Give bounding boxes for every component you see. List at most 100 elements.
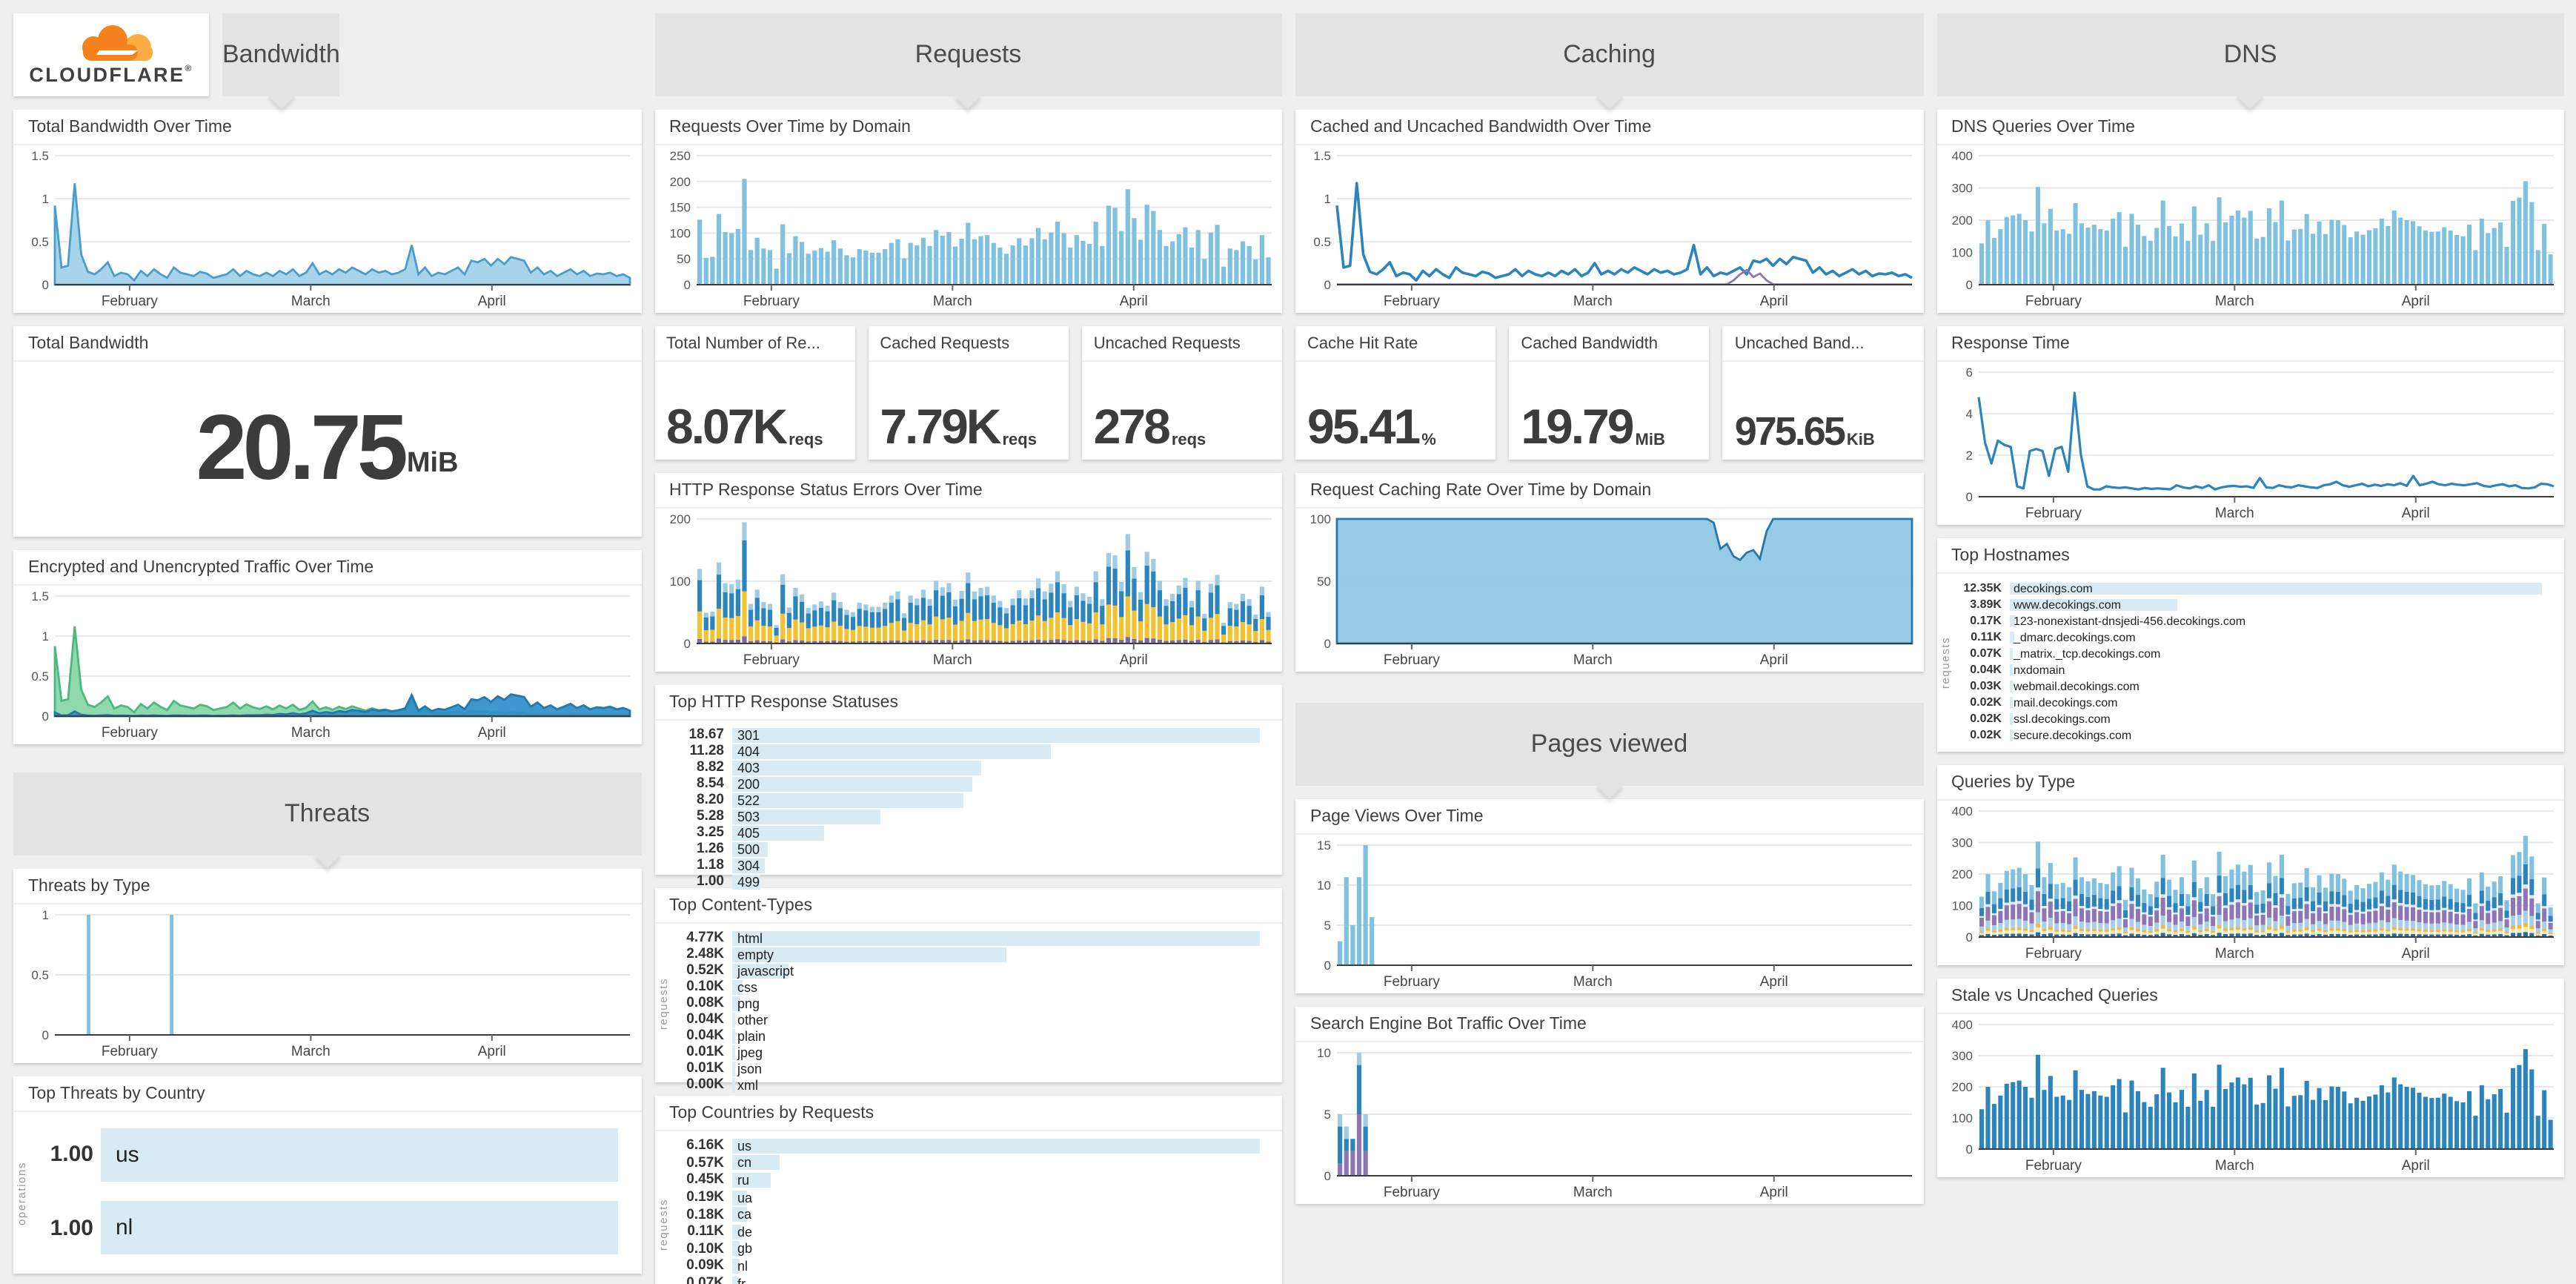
- stat-unit: MiB: [1635, 431, 1665, 449]
- list-row-bar: ssl.decokings.com: [2009, 712, 2552, 725]
- list-row-bar: javascript: [731, 963, 1270, 978]
- list-row: 0.52K javascript: [675, 962, 1270, 979]
- page-views-chart: 0 5 10 15 February March April: [1295, 835, 1923, 993]
- list-row-label: ssl.decokings.com: [2014, 712, 2111, 725]
- list-row-label: _dmarc.decokings.com: [2014, 630, 2136, 643]
- list-row-value: 0.02K: [1970, 712, 2002, 725]
- list-row-bar: 405: [731, 825, 1270, 840]
- list-row-label: ca: [737, 1207, 752, 1222]
- requests-stats-row: Total Number of Re... 8.07K reqs Cached …: [654, 326, 1283, 460]
- list-row: 1.00 nl: [34, 1199, 629, 1258]
- list-row-label: us: [737, 1138, 752, 1154]
- card-dns-queries: DNS Queries Over Time 0 100 200 300 400 Febru…: [1936, 110, 2564, 313]
- top-hostnames-list: requests 12.35K decokings.com 3.89K www.dec…: [1936, 574, 2564, 752]
- card-top-countries: Top Countries by Requests requests 6.16K…: [654, 1096, 1282, 1284]
- section-header-label: DNS: [2223, 40, 2277, 68]
- section-header-label: Requests: [914, 40, 1022, 68]
- svg-text:250: 250: [669, 149, 690, 163]
- list-row-value: 3.25: [697, 824, 724, 841]
- cloudflare-cloud-icon: [64, 24, 159, 64]
- stat-title: Cached Requests: [868, 326, 1069, 362]
- list-row-value: 4.77K: [686, 930, 724, 946]
- card-top-statuses: Top HTTP Response Statuses 18.67 301 11.28…: [654, 685, 1282, 890]
- list-row-bar: xml: [731, 1077, 1270, 1092]
- caching-rate-chart: 0 50 100 February March April: [1295, 509, 1923, 672]
- stat-number: 8.07K: [666, 399, 788, 454]
- list-row: 0.01K jpeg: [675, 1044, 1270, 1060]
- svg-text:100: 100: [669, 226, 690, 240]
- list-row-bar: 123-nonexistant-dnsjedi-456.decokings.co…: [2009, 614, 2552, 627]
- list-row: 8.54 200: [675, 775, 1270, 792]
- card-threats-by-type: Threats by Type 0 0.5 1 February March April: [13, 869, 641, 1063]
- svg-text:200: 200: [1951, 867, 1972, 881]
- list-row-label: css: [737, 979, 757, 994]
- svg-text:0: 0: [42, 278, 49, 292]
- svg-text:April: April: [1760, 974, 1788, 990]
- list-row-value: 18.67: [688, 727, 724, 743]
- svg-text:200: 200: [669, 175, 690, 189]
- card-title: HTTP Response Status Errors Over Time: [654, 473, 1282, 509]
- list-row-label: nl: [116, 1215, 133, 1241]
- stat-cache-hit-rate: Cache Hit Rate 95.41 %: [1295, 326, 1496, 460]
- svg-text:0: 0: [42, 1028, 49, 1042]
- list-row-value: 5.28: [697, 808, 724, 824]
- list-row-value: 6.16K: [686, 1137, 724, 1154]
- total-bandwidth-unit: MiB: [406, 448, 459, 479]
- card-total-bandwidth: Total Bandwidth 20.75 MiB: [13, 326, 641, 537]
- svg-text:February: February: [2025, 506, 2082, 521]
- cached-uncached-bandwidth-chart: 0 0.5 1 1.5 February March April: [1295, 145, 1923, 313]
- card-search-bots: Search Engine Bot Traffic Over Time 0 5 10…: [1295, 1007, 1923, 1204]
- stat-title: Uncached Requests: [1081, 326, 1283, 362]
- list-row-label: us: [116, 1142, 139, 1168]
- list-row: 0.11K de: [675, 1224, 1270, 1240]
- list-row-label: secure.decokings.com: [2014, 728, 2132, 741]
- svg-text:0: 0: [683, 637, 690, 651]
- svg-text:100: 100: [1310, 512, 1331, 526]
- list-row: 0.04K nxdomain: [1957, 663, 2552, 676]
- list-row-bar: 503: [731, 809, 1270, 824]
- card-title: Top Content-Types: [654, 888, 1282, 924]
- svg-text:0.5: 0.5: [31, 235, 49, 249]
- svg-text:400: 400: [1951, 1018, 1972, 1032]
- svg-text:March: March: [2214, 506, 2254, 521]
- svg-text:200: 200: [1951, 214, 1972, 228]
- list-row-label: javascript: [737, 963, 794, 978]
- section-header-caching: Caching: [1295, 13, 1923, 110]
- list-row: 3.89K www.decokings.com: [1957, 598, 2552, 611]
- list-row-value: 0.07K: [686, 1275, 724, 1284]
- stat-uncached-requests: Uncached Requests 278 reqs: [1081, 326, 1283, 460]
- stat-number: 7.79K: [880, 399, 1001, 454]
- total-bandwidth-value: 20.75 MiB: [13, 362, 641, 537]
- list-row-value: 1.18: [697, 857, 724, 873]
- card-title: Cached and Uncached Bandwidth Over Time: [1295, 110, 1923, 145]
- stat-unit: reqs: [1171, 431, 1206, 449]
- card-encrypted-traffic: Encrypted and Unencrypted Traffic Over T…: [13, 550, 641, 744]
- list-row-bar: 403: [731, 760, 1270, 775]
- list-row-value: 1.26: [697, 841, 724, 857]
- stat-number: 975.65: [1734, 408, 1846, 454]
- card-title: Total Bandwidth Over Time: [13, 110, 641, 145]
- svg-text:0: 0: [1324, 959, 1331, 973]
- list-row-bar: css: [731, 979, 1270, 994]
- list-row-value: 0.03K: [1970, 679, 2002, 692]
- list-row-value: 0.57K: [686, 1154, 724, 1171]
- svg-text:5: 5: [1324, 919, 1331, 933]
- list-row-label: nl: [737, 1258, 748, 1274]
- list-row-label: 301: [737, 727, 760, 742]
- list-row: 1.26 500: [675, 841, 1270, 857]
- search-bots-chart: 0 5 10 February March April: [1295, 1042, 1923, 1204]
- list-row-label: decokings.com: [2014, 581, 2093, 595]
- section-header-label: Threats: [284, 799, 371, 827]
- list-row-bar: 404: [731, 744, 1270, 758]
- list-row: 0.04K plain: [675, 1027, 1270, 1044]
- list-row: 0.02K secure.decokings.com: [1957, 728, 2552, 741]
- svg-text:200: 200: [1951, 1080, 1972, 1094]
- section-header-requests: Requests: [654, 13, 1282, 110]
- list-row-value: 0.00K: [686, 1076, 724, 1093]
- top-statuses-list: 18.67 301 11.28 404 8.82 403 8.54 200 8.20 522 5.2…: [654, 721, 1282, 890]
- card-title: Response Time: [1936, 326, 2564, 362]
- svg-text:February: February: [2025, 294, 2082, 309]
- svg-text:March: March: [2214, 1158, 2254, 1174]
- total-bandwidth-number: 20.75: [196, 397, 408, 500]
- stat-title: Cached Bandwidth: [1509, 326, 1710, 362]
